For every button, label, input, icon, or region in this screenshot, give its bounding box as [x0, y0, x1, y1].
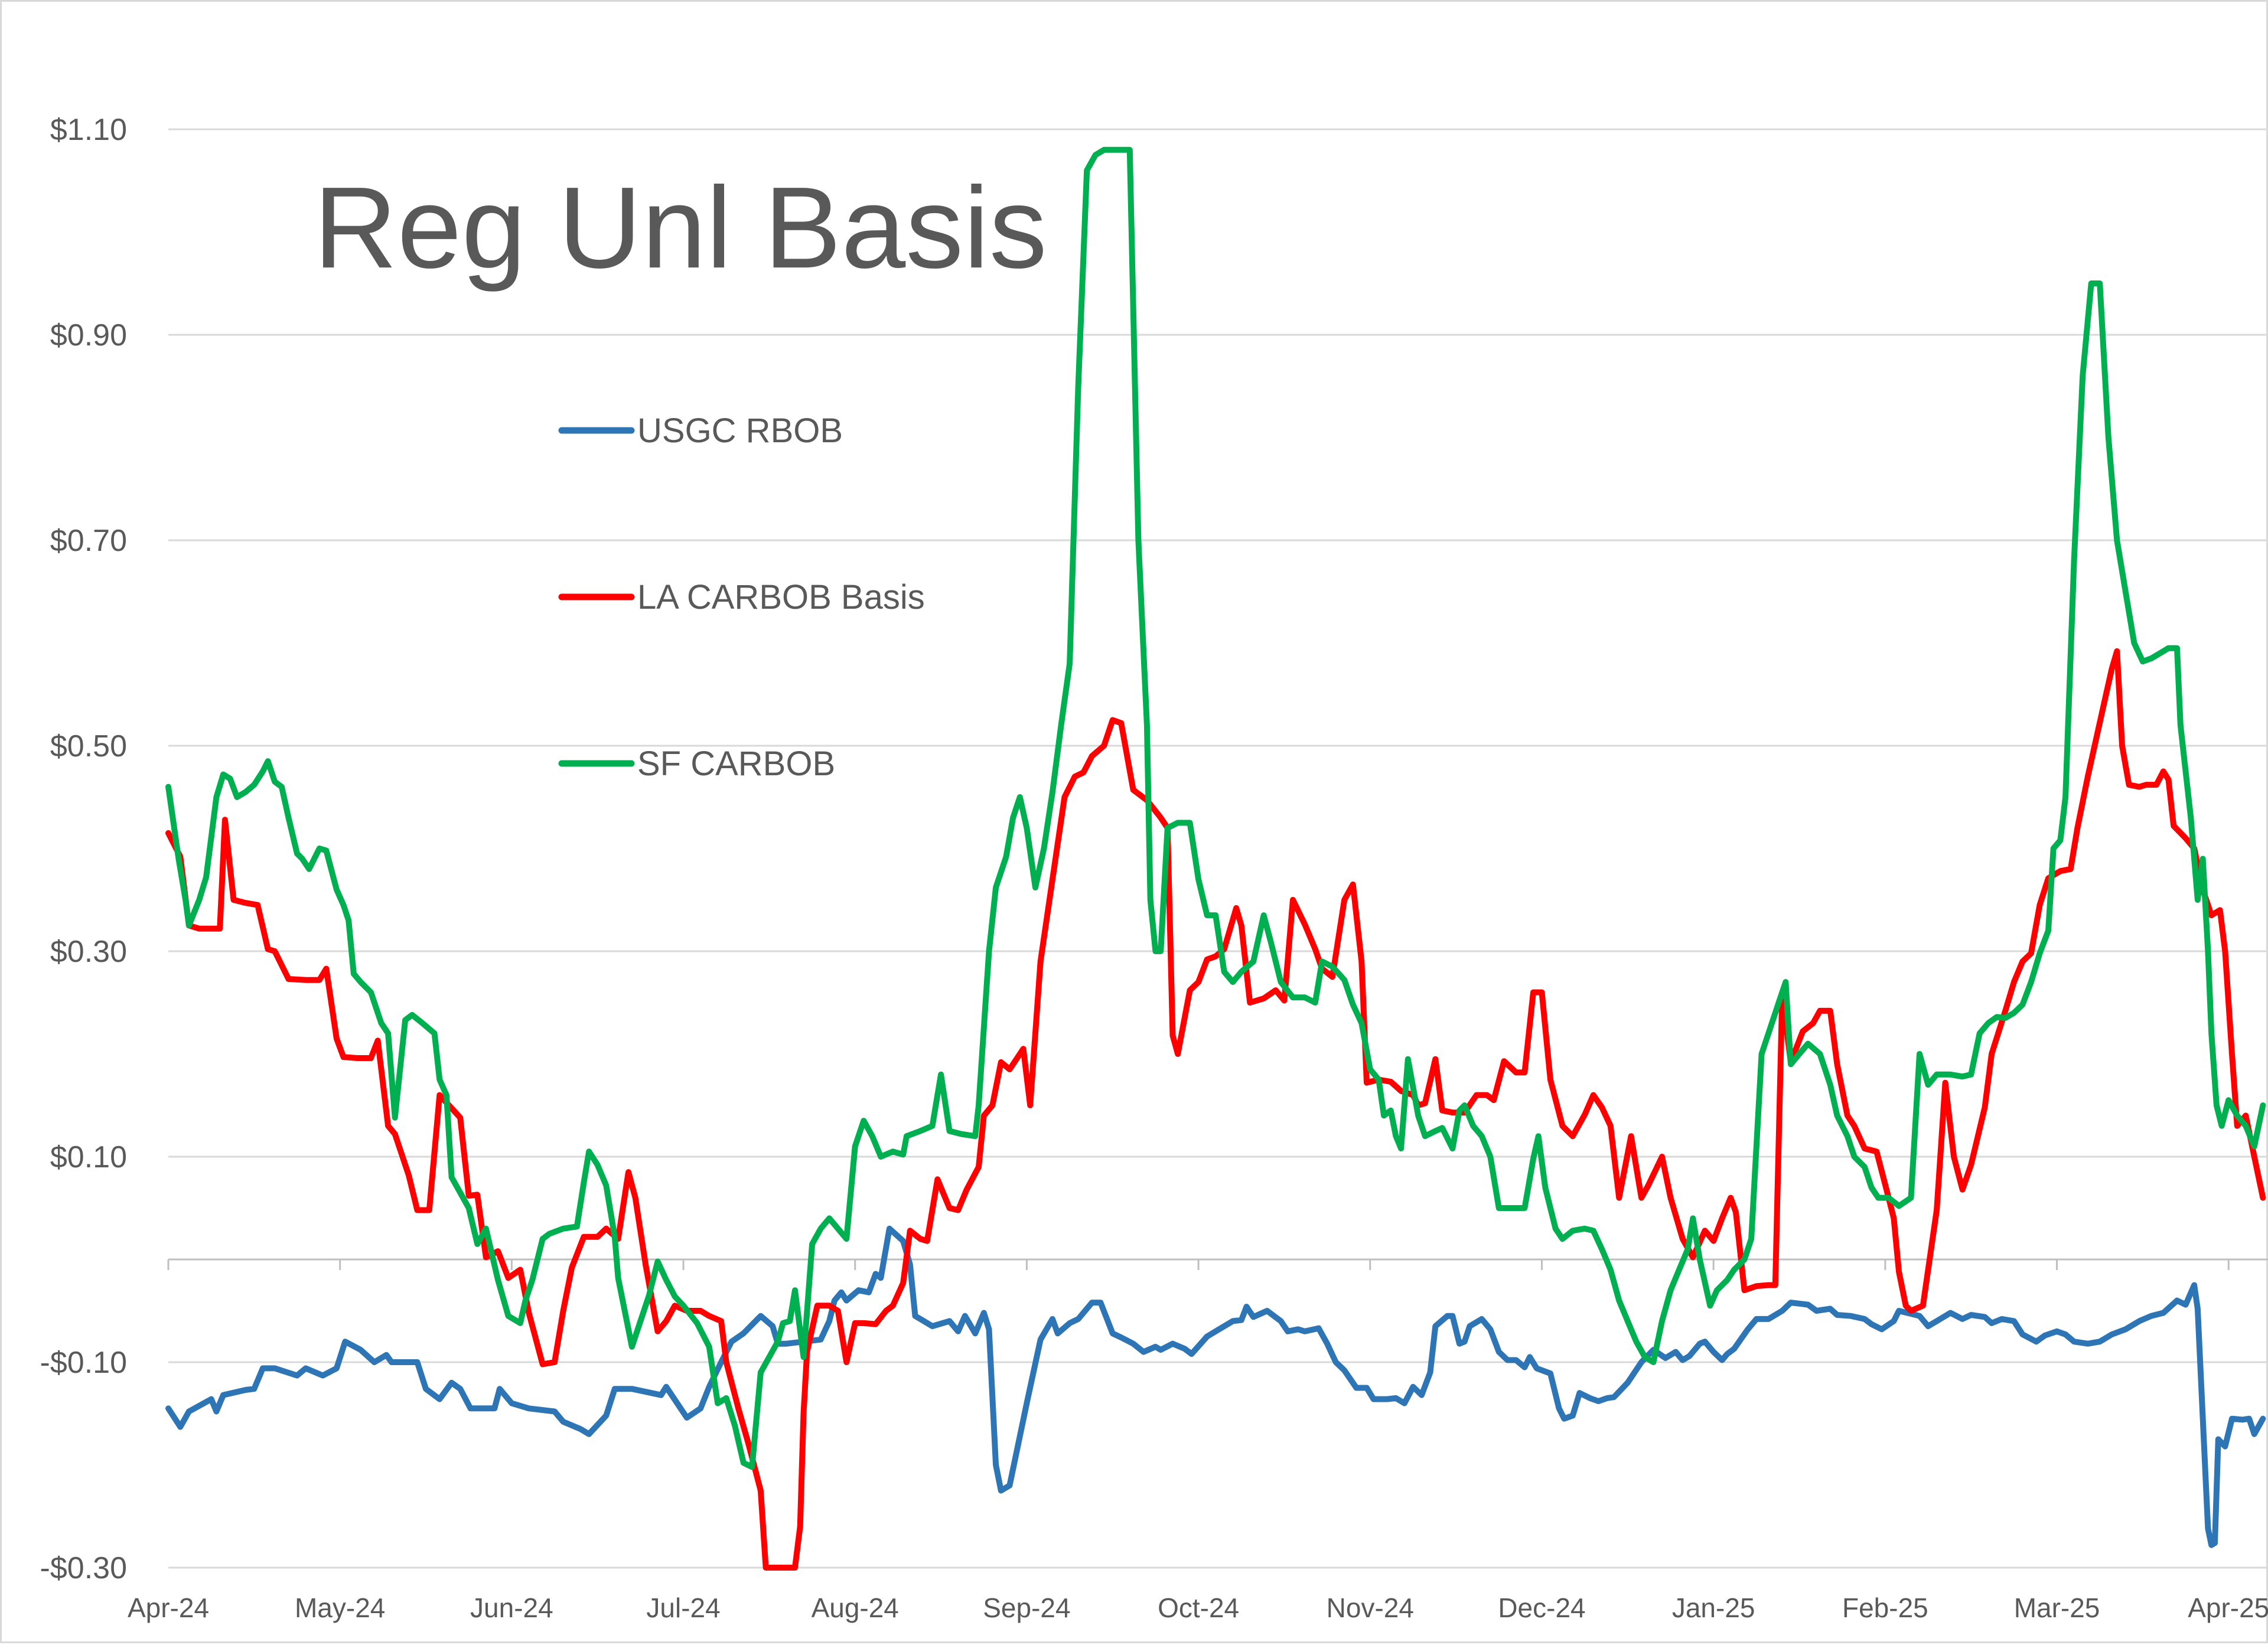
y-axis-tick-labels: $1.10 $0.90 $0.70 $0.50 $0.30 $0.10 -$0.10 -$0.… — [40, 113, 127, 1585]
x-tick-label: Apr-25 — [2188, 1592, 2268, 1623]
legend-label: USGC RBOB — [637, 412, 843, 450]
y-tick-label: $0.90 — [50, 318, 127, 352]
x-tick-label: Sep-24 — [983, 1592, 1070, 1623]
y-tick-label: $0.30 — [50, 935, 127, 969]
x-tick-label: Dec-24 — [1498, 1592, 1585, 1623]
x-tick-label: Mar-25 — [2014, 1592, 2100, 1623]
x-tick-label: Jan-25 — [1672, 1592, 1755, 1623]
x-tick-label: Feb-25 — [1842, 1592, 1928, 1623]
x-tick-label: Jul-24 — [646, 1592, 720, 1623]
series-line-usgc-rbob — [165, 1225, 2266, 1548]
x-tick-label: Aug-24 — [812, 1592, 899, 1623]
grid-layer — [167, 128, 2268, 1569]
y-tick-label: -$0.10 — [40, 1346, 127, 1380]
legend-label: SF CARBOB — [637, 745, 835, 783]
series-line-sf-carbob — [165, 146, 2266, 1470]
series-layer — [165, 146, 2266, 1571]
y-tick-label: $1.10 — [50, 113, 127, 147]
series-line-la-carbob-basis — [165, 648, 2266, 1571]
x-tick-label: Nov-24 — [1327, 1592, 1414, 1623]
x-axis-tick-labels: Apr-24 May-24 Jun-24 Jul-24 Aug-24 Sep-24 Oct-… — [128, 1592, 2268, 1623]
y-tick-label: $0.10 — [50, 1140, 127, 1174]
y-tick-label: $0.50 — [50, 729, 127, 763]
x-tick-label: May-24 — [295, 1592, 385, 1623]
legend: USGC RBOB LA CARBOB Basis SF CARBOB — [558, 412, 925, 783]
y-tick-label: -$0.30 — [40, 1551, 127, 1585]
y-tick-label: $0.70 — [50, 524, 127, 558]
x-tick-label: Jun-24 — [470, 1592, 553, 1623]
x-tick-label: Apr-24 — [128, 1592, 209, 1623]
legend-label: LA CARBOB Basis — [637, 578, 925, 616]
x-tick-label: Oct-24 — [1158, 1592, 1239, 1623]
chart-title: Reg Unl Basis — [314, 163, 1047, 292]
